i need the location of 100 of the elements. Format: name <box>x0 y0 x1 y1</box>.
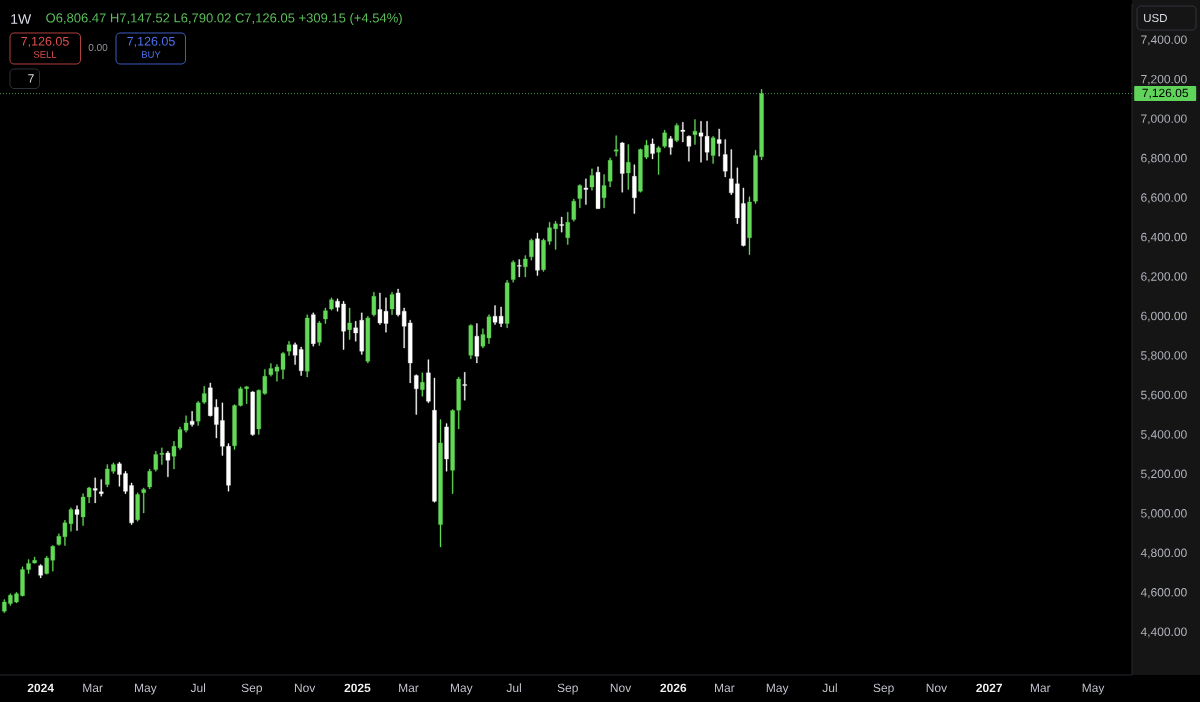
candlestick <box>74 505 80 531</box>
candlestick <box>438 419 443 548</box>
x-tick-label: Nov <box>610 683 632 693</box>
candlestick <box>474 323 480 364</box>
candlestick <box>329 297 334 311</box>
candlestick <box>511 260 516 283</box>
text: USD <box>1144 13 1167 23</box>
candlestick <box>601 174 607 209</box>
y-tick-label: 5,400.00 <box>1141 430 1187 441</box>
x-tick-label: Nov <box>926 683 948 693</box>
candlestick <box>99 479 104 497</box>
y-tick-label: 4,400.00 <box>1140 627 1187 638</box>
y-tick-label: 6,200.00 <box>1141 272 1187 283</box>
candlestick <box>607 157 613 188</box>
candlestick <box>305 314 310 378</box>
candlestick <box>468 324 473 360</box>
candlestick <box>710 136 716 164</box>
candlestick <box>571 198 576 222</box>
candlestick <box>614 135 619 157</box>
candlestick <box>147 468 152 490</box>
candlestick <box>444 423 449 472</box>
candlestick <box>165 451 171 478</box>
candlestick <box>559 216 564 233</box>
candlestick <box>250 391 255 436</box>
text: O6,806.47 H7,147.52 L6,790.02 C7,126.05 +309.15 (+4.54%) <box>46 12 402 26</box>
x-tick-label: Sep <box>873 683 894 695</box>
candlestick <box>432 377 437 503</box>
annotation: SELL <box>33 51 57 58</box>
text: 1W <box>11 14 32 24</box>
x-tick-label: Mar <box>83 683 103 693</box>
x-tick-label: Jul <box>190 683 206 693</box>
candlestick <box>668 136 673 155</box>
x-tick-label: Jul <box>506 683 521 693</box>
x-tick-label: Sep <box>557 683 578 695</box>
candlestick <box>347 307 352 340</box>
candlestick <box>371 291 377 317</box>
candlestick <box>365 316 370 364</box>
candlestick <box>583 178 589 205</box>
candlestick <box>311 312 316 347</box>
x-tick-label: Nov <box>294 683 316 693</box>
candlestick <box>323 307 328 324</box>
x-tick-label: Mar <box>715 683 735 693</box>
y-tick-label: 5,000.00 <box>1141 509 1187 520</box>
y-tick-label: 7,000.00 <box>1141 114 1187 125</box>
x-tick-label: Sep <box>241 683 263 695</box>
x-tick-label: Mar <box>1030 683 1051 693</box>
candlestick <box>632 164 637 214</box>
candlestick <box>589 168 595 191</box>
annotation: 0.00 <box>88 43 108 52</box>
candlestick <box>577 184 583 209</box>
y-tick-label: 5,800.00 <box>1141 351 1187 362</box>
y-tick-label: 6,800.00 <box>1141 153 1187 164</box>
candlestick <box>723 139 728 178</box>
candlestick <box>517 259 522 278</box>
candlestick <box>462 372 467 401</box>
candlestick <box>286 341 292 356</box>
y-tick-label: 7,400.00 <box>1141 35 1187 46</box>
candlestick <box>674 123 679 143</box>
x-tick-label: May <box>450 683 473 695</box>
candlestick <box>686 135 692 162</box>
candlestick <box>620 141 625 193</box>
x-tick-label: 2024 <box>27 683 54 693</box>
y-tick-label: 5,200.00 <box>1141 469 1187 480</box>
y-tick-label: 4,600.00 <box>1140 588 1187 598</box>
x-tick-label: 2026 <box>660 683 687 693</box>
candlestick <box>38 564 43 579</box>
x-tick-label: May <box>135 683 157 695</box>
candlestick <box>426 359 431 404</box>
annotation: 7,126.05 <box>127 36 175 48</box>
x-tick-label: May <box>766 683 789 695</box>
candlestick <box>189 411 195 427</box>
y-tick-label: 6,400.00 <box>1141 232 1187 243</box>
candlestick <box>141 487 146 514</box>
candlestick <box>420 372 425 397</box>
y-tick-label: 6,600.00 <box>1141 193 1187 204</box>
candlestick <box>595 166 601 210</box>
candlestick <box>93 477 98 504</box>
candlestick <box>317 320 322 346</box>
candlestick <box>389 291 395 315</box>
candlestick <box>626 144 631 190</box>
annotation: BUY <box>142 51 161 58</box>
x-tick-label: Jul <box>822 683 837 693</box>
candlestick <box>717 128 722 157</box>
candlestick <box>523 255 528 278</box>
y-tick-label: 6,000.00 <box>1141 311 1187 322</box>
annotation: 7,126.05 <box>21 36 69 48</box>
y-tick-label: 5,600.00 <box>1141 390 1187 401</box>
candlestick <box>529 238 534 261</box>
ref-line-label: 7,126.05 <box>1142 88 1189 99</box>
x-tick-label: Mar <box>399 683 419 693</box>
y-tick-label: 7,200.00 <box>1141 74 1187 85</box>
x-tick-label: May <box>1082 683 1105 695</box>
candlestick <box>656 146 661 175</box>
candlestick <box>680 122 686 143</box>
candlestick <box>565 212 570 245</box>
x-tick-label: 2027 <box>976 683 1003 693</box>
annotation: 7 <box>28 74 34 83</box>
candlestick <box>535 232 540 276</box>
candlestick <box>135 492 140 522</box>
candlestick <box>414 374 419 415</box>
